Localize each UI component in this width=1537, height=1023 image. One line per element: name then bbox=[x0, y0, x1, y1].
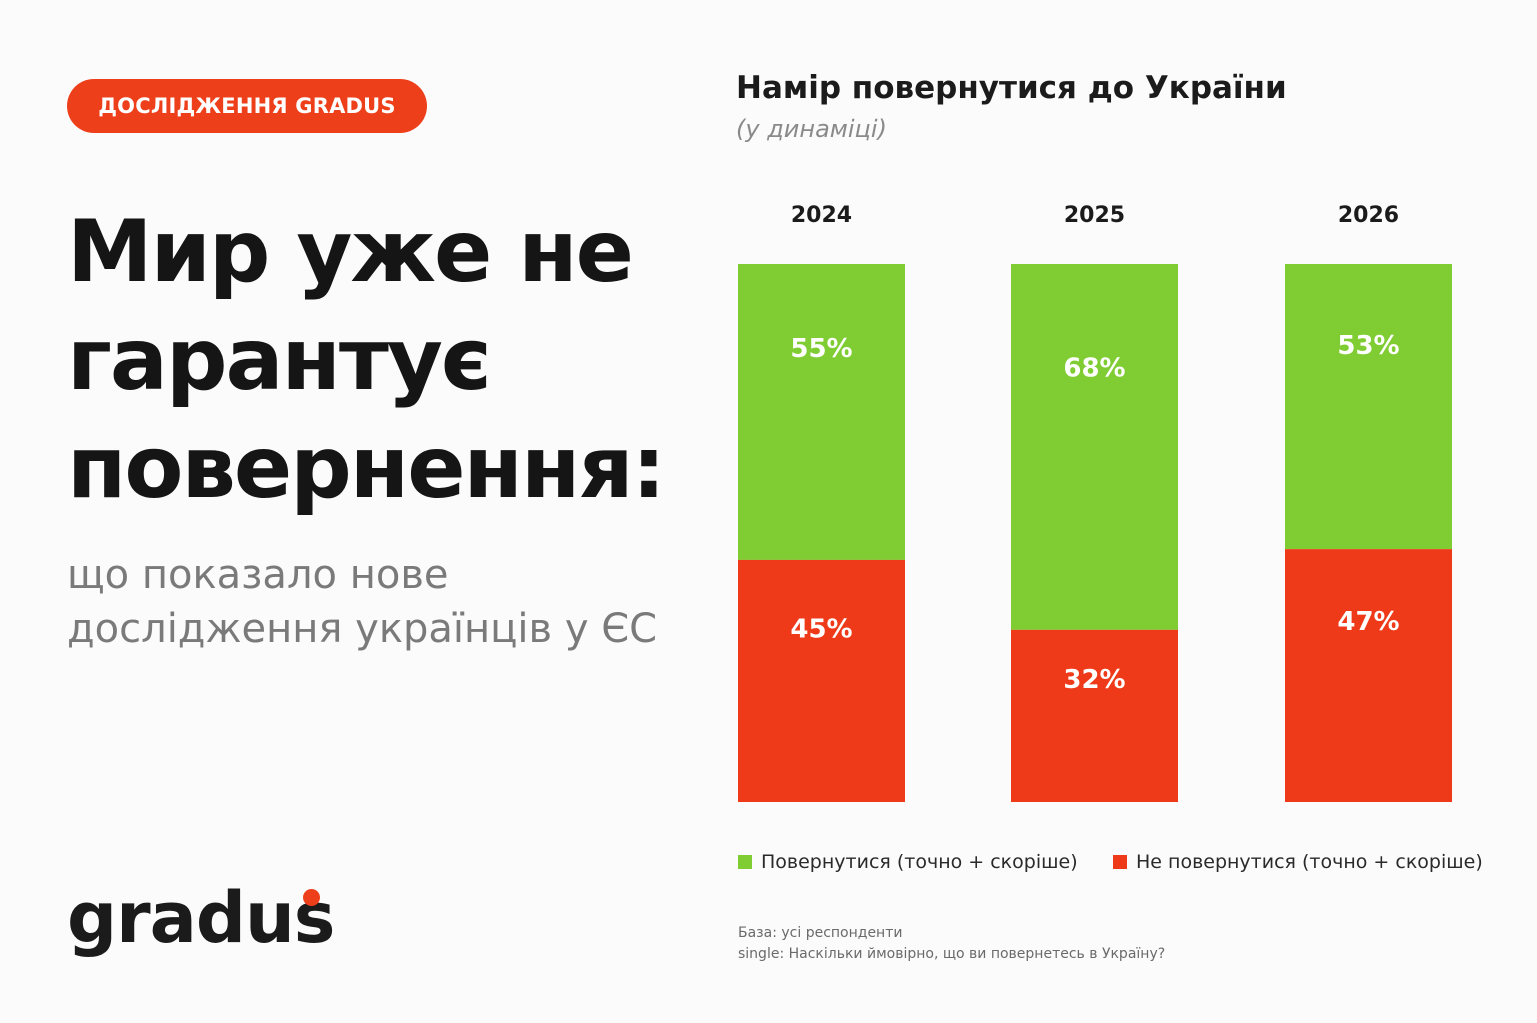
bar-2024-not-return bbox=[738, 559, 905, 802]
legend-swatch-not-return bbox=[1113, 855, 1127, 869]
category-label-2026: 2026 bbox=[1338, 203, 1399, 228]
legend-swatch-return bbox=[738, 855, 752, 869]
legend-item-return: Повернутися (точно + скоріше) bbox=[738, 851, 1078, 873]
bar-2026-return bbox=[1285, 264, 1452, 550]
subheadline: що показало нове дослідження українців у… bbox=[67, 552, 658, 652]
category-label-2024: 2024 bbox=[791, 203, 852, 228]
data-label-2024-return: 55% bbox=[790, 334, 852, 364]
category-label-2025: 2025 bbox=[1064, 203, 1125, 228]
chart-title: Намір повернутися до України bbox=[736, 70, 1287, 106]
headline: Мир уже не гарантує повернення: bbox=[67, 202, 666, 518]
data-label-2026-return: 53% bbox=[1337, 331, 1399, 361]
footnote-base: База: усі респонденти bbox=[738, 925, 903, 941]
research-badge: ДОСЛІДЖЕННЯ GRADUS bbox=[67, 79, 427, 133]
legend-item-not-return: Не повернутися (точно + скоріше) bbox=[1113, 851, 1483, 873]
bar-2024-return bbox=[738, 264, 905, 560]
logo-dot bbox=[303, 889, 320, 906]
data-label-2024-not-return: 45% bbox=[790, 615, 852, 645]
data-label-2025-return: 68% bbox=[1063, 353, 1125, 383]
footnote-question: single: Наскільки ймовірно, що ви поверн… bbox=[738, 946, 1166, 962]
bar-2026-not-return bbox=[1285, 549, 1452, 802]
data-label-2025-not-return: 32% bbox=[1063, 665, 1125, 695]
chart-subtitle: (у динаміці) bbox=[736, 115, 887, 143]
data-label-2026-not-return: 47% bbox=[1337, 607, 1399, 637]
bar-2025-not-return bbox=[1011, 629, 1178, 802]
legend-label-not-return: Не повернутися (точно + скоріше) bbox=[1136, 851, 1483, 873]
gradus-logo: gradus bbox=[67, 877, 335, 959]
bar-2025-return bbox=[1011, 264, 1178, 630]
legend-label-return: Повернутися (точно + скоріше) bbox=[761, 851, 1078, 873]
